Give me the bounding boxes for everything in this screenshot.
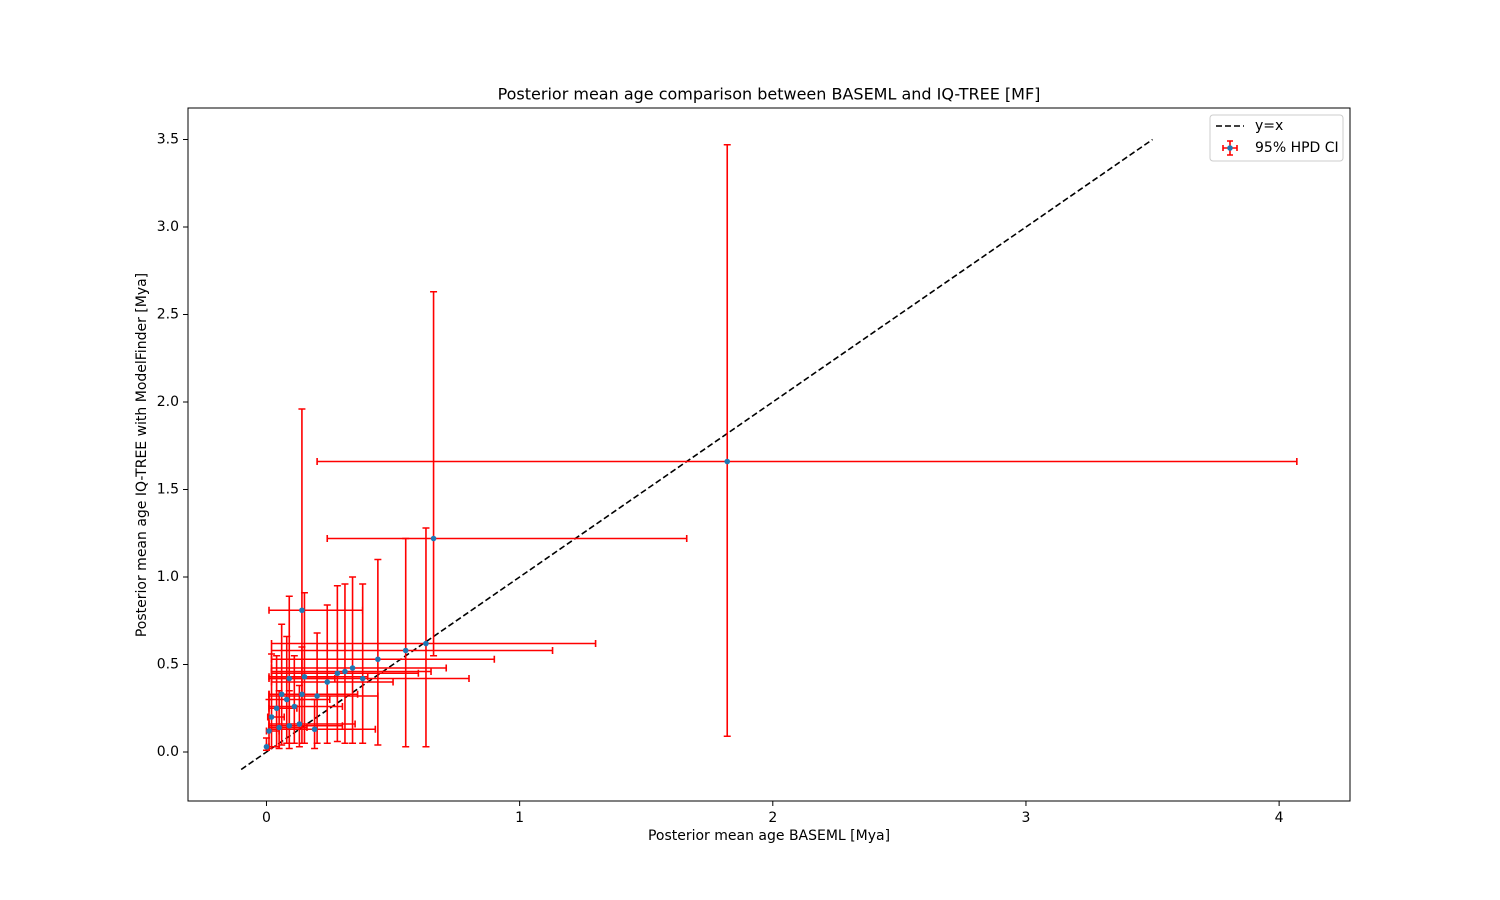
point — [286, 722, 293, 729]
point — [299, 691, 305, 698]
y-axis-label: Posterior mean age IQ-TREE with ModelFin… — [134, 273, 150, 637]
y-tick-label: 1.0 — [157, 569, 179, 585]
x-tick-label: 2 — [768, 810, 777, 826]
point — [349, 665, 356, 671]
point — [273, 705, 280, 712]
point — [299, 607, 305, 614]
y-error-bar — [422, 527, 430, 748]
y-tick-label: 2.5 — [157, 307, 179, 323]
y-error-bar — [723, 143, 731, 738]
y-error-bar — [313, 632, 321, 745]
x-error-bar — [326, 535, 688, 542]
y-error-bar — [333, 584, 341, 743]
point — [276, 724, 282, 731]
point — [311, 726, 318, 733]
y-tick-label: 2.0 — [157, 394, 179, 410]
point — [263, 743, 270, 750]
point — [286, 675, 293, 682]
point — [342, 668, 348, 675]
point — [278, 691, 285, 698]
y-error-bar — [430, 290, 438, 657]
x-error-bar — [268, 606, 364, 614]
chart-title: Posterior mean age comparison between BA… — [498, 85, 1041, 104]
x-tick-label: 4 — [1275, 810, 1284, 826]
point — [283, 696, 290, 703]
point — [266, 728, 272, 734]
legend-marker — [1227, 145, 1233, 151]
point — [423, 640, 429, 647]
x-error-bar — [270, 640, 597, 647]
point — [430, 535, 437, 542]
y-tick-label: 1.5 — [157, 482, 179, 498]
point — [291, 703, 298, 710]
point — [724, 458, 731, 465]
legend-label: y=x — [1255, 118, 1283, 134]
point — [324, 679, 331, 685]
point — [375, 656, 381, 663]
point — [268, 714, 275, 720]
x-error-bar — [270, 647, 554, 654]
y-error-bar — [402, 537, 410, 748]
y-tick-label: 0.5 — [157, 657, 179, 673]
point — [359, 675, 366, 682]
x-error-bar — [270, 664, 448, 672]
y-error-bar — [374, 558, 382, 746]
point — [301, 673, 308, 680]
point — [402, 647, 409, 654]
plot-frame — [187, 107, 1351, 802]
y-error-bar — [323, 604, 331, 745]
x-axis-label: Posterior mean age BASEML [Mya] — [648, 828, 890, 844]
y-error-bar — [341, 583, 349, 745]
y-tick-label: 3.5 — [157, 132, 179, 148]
y-error-bar — [295, 684, 303, 748]
y-error-bar — [359, 583, 367, 745]
reference-line — [240, 138, 1153, 771]
y-tick-label: 0.0 — [157, 744, 179, 760]
x-tick-label: 3 — [1021, 810, 1030, 826]
x-error-bar — [268, 675, 336, 682]
y-error-bar — [349, 576, 357, 745]
point — [314, 693, 320, 699]
point — [334, 670, 341, 677]
x-tick-label: 1 — [515, 810, 524, 826]
legend-label: 95% HPD CI — [1255, 140, 1339, 156]
x-error-bar — [316, 458, 1298, 465]
y-tick-label: 3.0 — [157, 219, 179, 235]
x-tick-label: 0 — [262, 810, 271, 826]
point — [296, 721, 303, 727]
